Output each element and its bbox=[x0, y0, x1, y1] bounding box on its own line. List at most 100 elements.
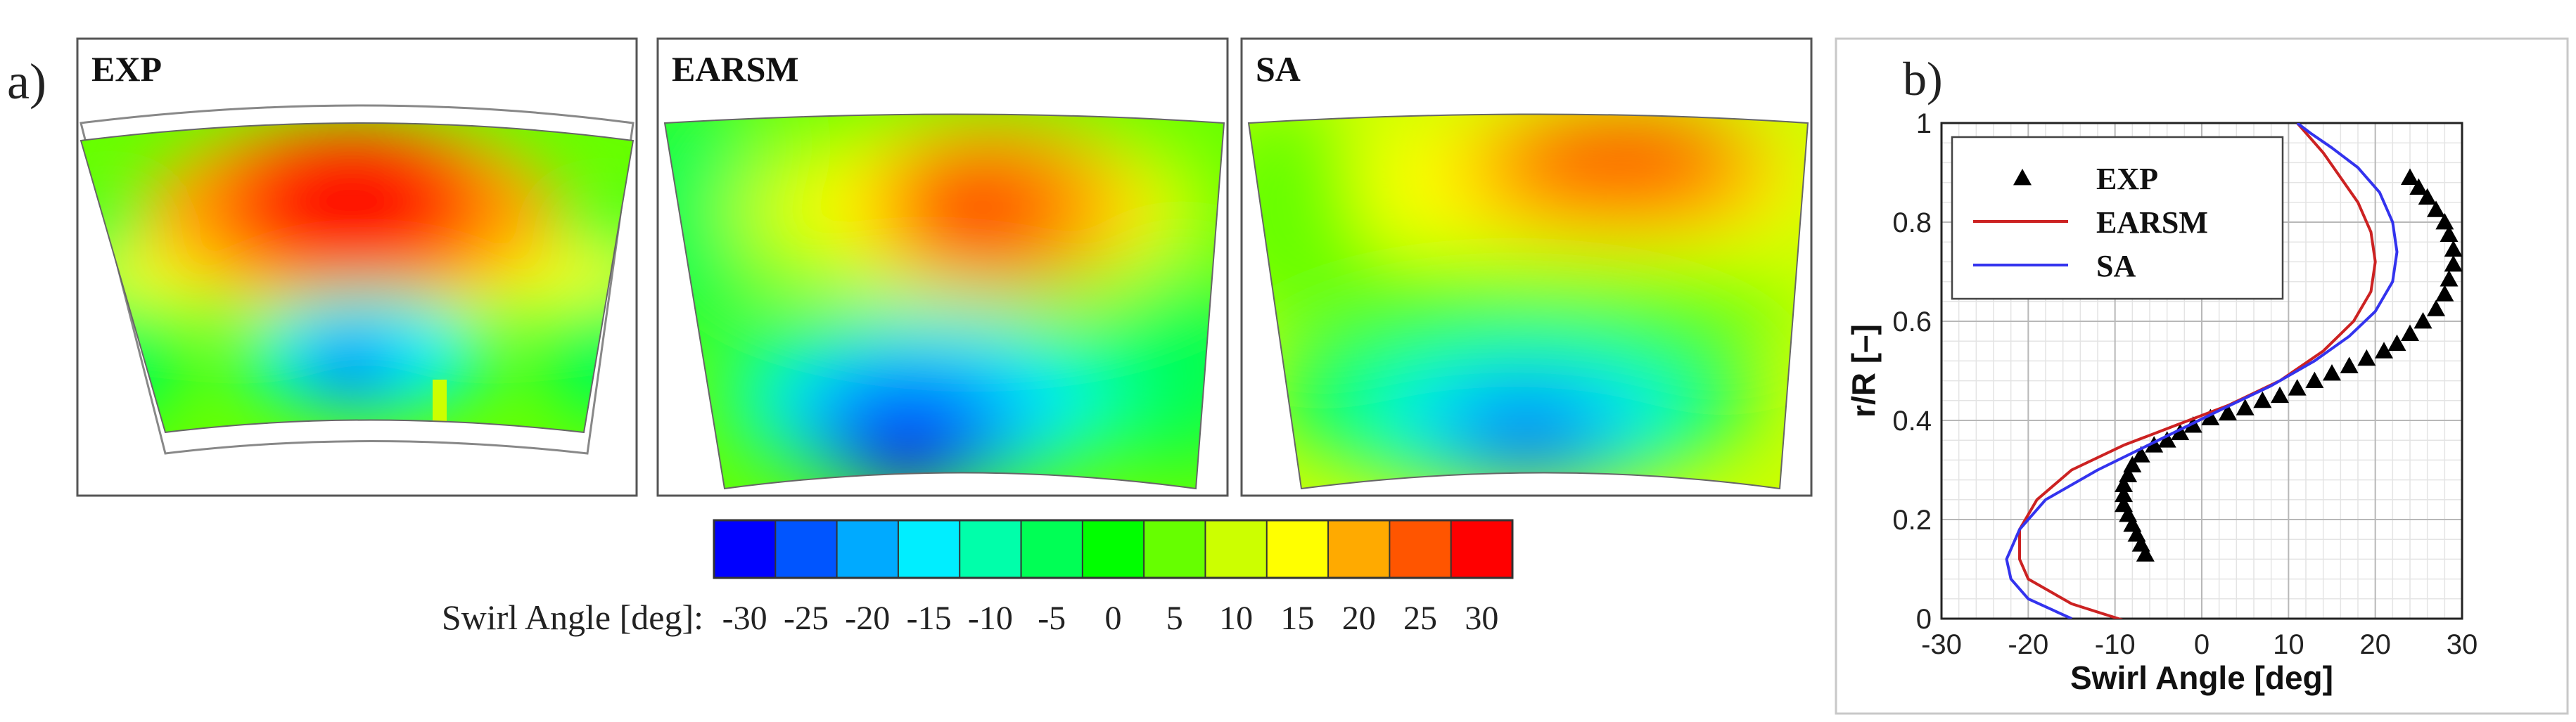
colorbar-swatch bbox=[1450, 520, 1513, 578]
data-point-exp bbox=[2444, 240, 2462, 257]
data-point-exp bbox=[2236, 399, 2255, 415]
x-tick-label: 0 bbox=[2194, 629, 2210, 660]
data-point-exp bbox=[2418, 188, 2437, 205]
contour-title-earsm: EARSM bbox=[672, 49, 799, 89]
data-point-exp bbox=[2271, 386, 2289, 404]
data-point-exp bbox=[2157, 431, 2176, 448]
data-point-exp bbox=[2357, 349, 2376, 366]
colorbar-swatch bbox=[775, 520, 838, 578]
data-point-exp bbox=[2145, 436, 2164, 453]
colorbar-swatch bbox=[1082, 520, 1144, 578]
x-tick-label: -30 bbox=[1921, 629, 1962, 660]
contour-title-exp: EXP bbox=[91, 49, 162, 89]
data-point-exp bbox=[2119, 465, 2138, 482]
colorbar-tick-label: 20 bbox=[1342, 600, 1376, 637]
data-point-exp bbox=[2123, 515, 2142, 532]
colorbar-title: Swirl Angle [deg]: bbox=[442, 598, 703, 637]
x-axis-label: Swirl Angle [deg] bbox=[2070, 659, 2333, 696]
plot-area bbox=[2005, 123, 2462, 619]
panel-a-label: a) bbox=[7, 53, 46, 110]
colorbar-swatch bbox=[1266, 520, 1329, 578]
legend-label-earsm: EARSM bbox=[2096, 205, 2208, 240]
profile-plot: -30 -20 -10 0 10 20 30 0 0.2 0.4 0.6 0.8 1 Swirl Angl… bbox=[1845, 108, 2478, 696]
colorbar-tick-label: 5 bbox=[1166, 600, 1183, 637]
data-point-exp bbox=[2123, 456, 2142, 472]
colorbar-tick-label: -10 bbox=[968, 600, 1013, 637]
data-point-exp bbox=[2340, 356, 2359, 373]
plot-axes-box bbox=[1940, 122, 2463, 620]
data-point-exp bbox=[2305, 371, 2324, 388]
data-point-exp bbox=[2414, 312, 2432, 329]
contour-panel-sa: SA bbox=[1240, 37, 1813, 497]
legend-label-sa: SA bbox=[2096, 249, 2136, 283]
legend-box bbox=[1951, 136, 2284, 300]
data-point-exp bbox=[2409, 178, 2428, 195]
y-axis-label: r/R [–] bbox=[1845, 324, 1882, 418]
x-tick-label: -10 bbox=[2095, 629, 2136, 660]
data-point-exp bbox=[2435, 213, 2454, 230]
data-point-exp bbox=[2119, 505, 2138, 522]
data-point-exp bbox=[2171, 423, 2190, 441]
contour-title-sa: SA bbox=[1256, 49, 1301, 89]
data-point-exp bbox=[2115, 475, 2133, 493]
colorbar-tick-label: -5 bbox=[1038, 600, 1066, 637]
colorbar-swatch bbox=[1205, 520, 1268, 578]
data-point-exp bbox=[2127, 525, 2146, 542]
colorbar bbox=[713, 519, 1514, 579]
y-tick-label: 0.4 bbox=[1892, 406, 1932, 437]
colorbar-tick-label: 10 bbox=[1219, 600, 1253, 637]
y-tick-label: 0.2 bbox=[1892, 505, 1932, 536]
colorbar-swatch bbox=[714, 520, 776, 578]
y-tick-label: 1 bbox=[1916, 108, 1932, 139]
colorbar-tick-label: -30 bbox=[722, 600, 767, 637]
colorbar-tick-labels: -30 -25 -20 -15 -10 -5 0 5 10 15 20 25 30 bbox=[722, 600, 1499, 637]
data-point-exp bbox=[2219, 404, 2237, 420]
legend-label-exp: EXP bbox=[2096, 162, 2158, 196]
colorbar-tick-label: 15 bbox=[1280, 600, 1314, 637]
colorbar-swatch bbox=[959, 520, 1022, 578]
y-tick-label: 0 bbox=[1916, 604, 1932, 635]
data-point-exp bbox=[2131, 535, 2150, 552]
legend-swatch-exp bbox=[2013, 169, 2032, 186]
x-tick-label: 20 bbox=[2359, 629, 2391, 660]
colorbar-tick-label: -25 bbox=[784, 600, 829, 637]
colorbar-tick-label: 0 bbox=[1105, 600, 1122, 637]
data-point-exp bbox=[2201, 408, 2220, 425]
y-tick-label: 0.8 bbox=[1892, 207, 1932, 238]
data-point-exp bbox=[2440, 225, 2459, 243]
colorbar-swatch bbox=[1328, 520, 1390, 578]
data-point-exp bbox=[2387, 334, 2406, 352]
x-tick-label: -20 bbox=[2008, 629, 2048, 660]
data-point-exp bbox=[2401, 168, 2419, 185]
x-tick-label: 30 bbox=[2447, 629, 2478, 660]
data-point-exp bbox=[2427, 299, 2445, 316]
contour-panel-exp: EXP bbox=[76, 37, 638, 497]
data-point-exp bbox=[2427, 200, 2445, 217]
data-point-exp bbox=[2375, 342, 2393, 359]
data-point-exp bbox=[2115, 485, 2133, 503]
data-point-exp bbox=[2444, 254, 2462, 272]
legend: EXP EARSM SA bbox=[1951, 136, 2284, 300]
y-tick-label: 0.6 bbox=[1892, 307, 1932, 337]
colorbar-tick-label: 30 bbox=[1465, 600, 1498, 637]
data-point-exp bbox=[2401, 324, 2419, 342]
data-point-exp bbox=[2288, 379, 2307, 396]
colorbar-tick-label: -15 bbox=[907, 600, 952, 637]
x-tick-label: 10 bbox=[2273, 629, 2304, 660]
colorbar-outline bbox=[713, 519, 1514, 579]
colorbar-swatch bbox=[898, 520, 960, 578]
colorbar-swatch bbox=[836, 520, 899, 578]
data-point-exp bbox=[2136, 545, 2155, 562]
data-point-exp bbox=[2131, 446, 2150, 463]
data-point-exp bbox=[2323, 364, 2341, 381]
data-point-exp bbox=[2435, 285, 2454, 302]
data-point-exp bbox=[2440, 270, 2459, 287]
colorbar-swatch bbox=[1389, 520, 1452, 578]
data-point-exp bbox=[2253, 391, 2272, 408]
colorbar-tick-label: -20 bbox=[845, 600, 890, 637]
data-point-exp bbox=[2115, 495, 2133, 513]
colorbar-swatch bbox=[1021, 520, 1083, 578]
colorbar-swatch bbox=[1144, 520, 1206, 578]
colorbar-tick-label: 25 bbox=[1403, 600, 1437, 637]
